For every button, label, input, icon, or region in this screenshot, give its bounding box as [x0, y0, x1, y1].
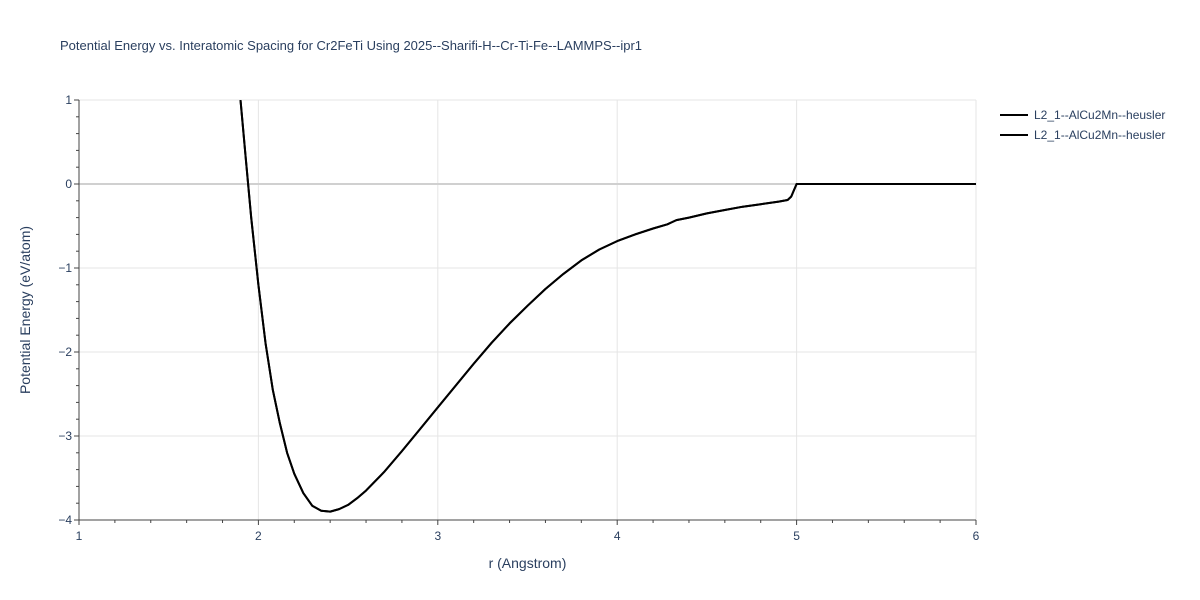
grid — [79, 99, 977, 520]
legend[interactable]: L2_1--AlCu2Mn--heusler L2_1--AlCu2Mn--heu… — [1000, 108, 1165, 142]
y-axis-title: Potential Energy (eV/atom) — [17, 226, 33, 394]
y-tick-label: −2 — [58, 345, 72, 359]
chart-title: Potential Energy vs. Interatomic Spacing… — [60, 38, 642, 53]
x-tick-label: 1 — [76, 529, 83, 543]
y-tick-label: −3 — [58, 429, 72, 443]
tick-labels: 1 2 3 4 5 6 −4 −3 −2 −1 0 1 — [58, 93, 979, 543]
axes — [74, 99, 977, 525]
legend-label: L2_1--AlCu2Mn--heusler — [1034, 108, 1165, 122]
y-tick-label: 0 — [65, 177, 72, 191]
legend-label: L2_1--AlCu2Mn--heusler — [1034, 128, 1165, 142]
x-axis-title: r (Angstrom) — [489, 555, 567, 571]
series-line-2 — [239, 100, 976, 513]
legend-item-2[interactable]: L2_1--AlCu2Mn--heusler — [1000, 128, 1165, 142]
series-layer — [239, 100, 976, 513]
x-tick-label: 2 — [255, 529, 262, 543]
x-tick-label: 3 — [434, 529, 441, 543]
series-line-1 — [239, 100, 976, 513]
y-tick-label: −1 — [58, 261, 72, 275]
legend-item-1[interactable]: L2_1--AlCu2Mn--heusler — [1000, 108, 1165, 122]
y-tick-label: 1 — [65, 93, 72, 107]
x-tick-label: 6 — [973, 529, 980, 543]
x-tick-label: 5 — [793, 529, 800, 543]
x-tick-label: 4 — [614, 529, 621, 543]
y-tick-label: −4 — [58, 513, 72, 527]
